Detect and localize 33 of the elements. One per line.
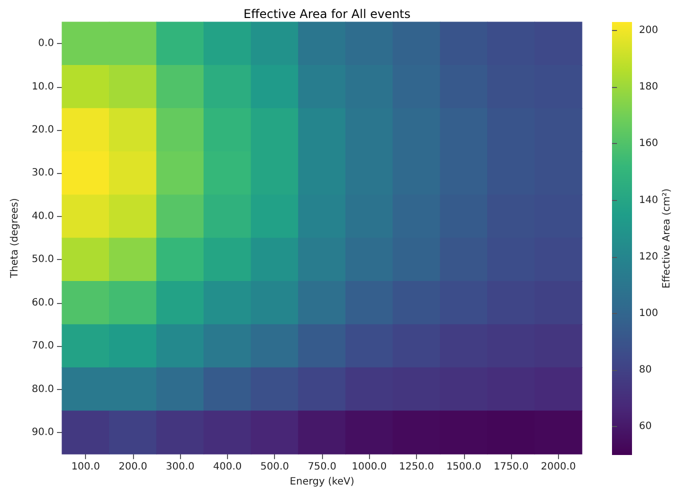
chart-title: Effective Area for All events [243,7,411,21]
x-tick-label: 1500.0 [446,462,482,473]
x-tick-label: 750.0 [308,462,336,473]
y-axis-title: Theta (degrees) [10,198,20,279]
color-bar-label: 100 [639,308,658,319]
x-tick-label: 2000.0 [540,462,576,473]
color-bar-title: Effective Area (cm²) [662,188,672,289]
x-tick-label: 100.0 [71,462,100,473]
x-axis-title: Energy (keV) [290,476,354,488]
color-bar-label: 80 [639,364,652,376]
y-tick-label: 10.0 [32,81,54,92]
y-tick-label: 90.0 [32,426,54,438]
y-tick-label: 50.0 [32,254,54,266]
x-tick-label: 300.0 [166,462,194,473]
y-tick-label: 60.0 [32,297,54,308]
color-bar-label: 140 [639,194,658,206]
y-tick-label: 0.0 [38,38,54,50]
y-tick-label: 20.0 [32,124,54,136]
y-tick-label: 30.0 [32,168,54,179]
x-tick-label: 1750.0 [494,462,529,473]
x-tick-label: 1000.0 [352,462,387,473]
y-tick-label: 80.0 [32,384,54,395]
x-tick-label: 1250.0 [399,462,434,473]
y-tick-label: 40.0 [32,210,54,222]
y-tick-label: 70.0 [32,340,54,352]
x-tick-label: 200.0 [118,462,148,473]
color-bar-label: 120 [639,251,658,262]
x-tick-label: 400.0 [213,462,242,473]
color-bar-label: 160 [639,138,658,150]
x-tick-label: 500.0 [260,462,290,473]
color-bar-label: 60 [639,421,652,432]
color-bar-label: 200 [639,24,658,36]
color-bar-label: 180 [639,82,658,93]
